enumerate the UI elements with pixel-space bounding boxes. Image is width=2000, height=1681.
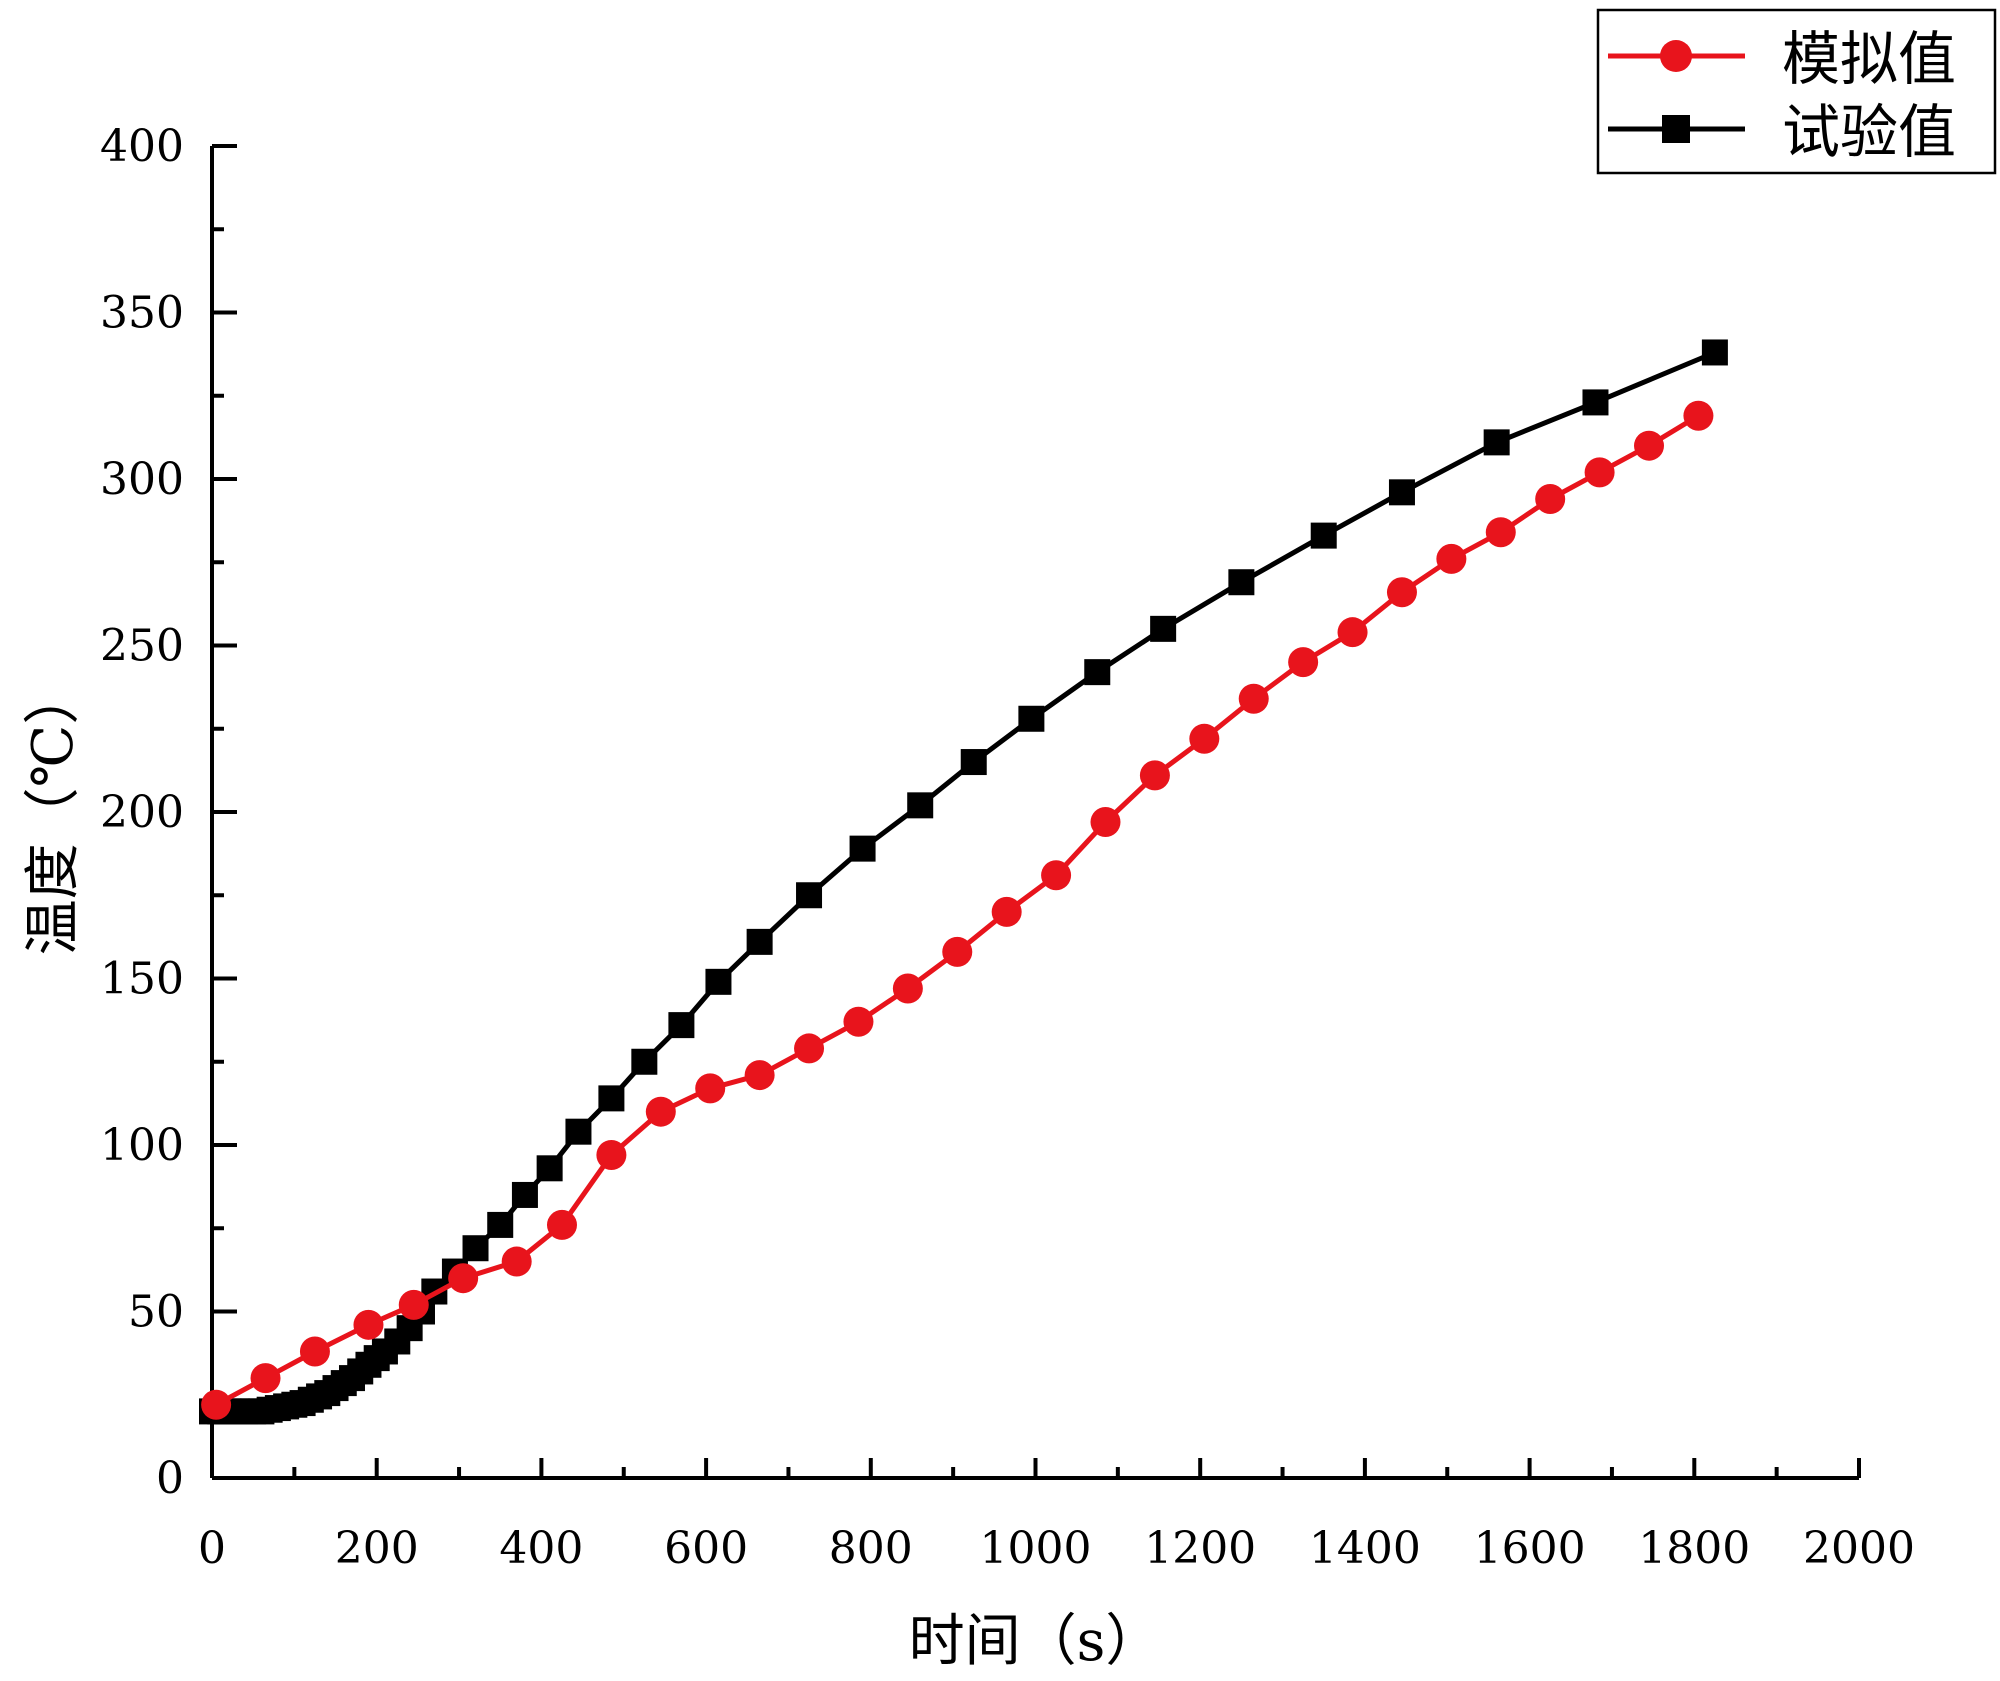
data-point bbox=[1701, 339, 1728, 366]
data-point bbox=[353, 1309, 384, 1340]
legend-marker-experimental bbox=[1662, 115, 1690, 143]
data-point bbox=[299, 1336, 330, 1367]
y-tick-label: 300 bbox=[100, 454, 184, 505]
data-point bbox=[991, 896, 1022, 927]
y-tick-label: 150 bbox=[100, 954, 184, 1005]
data-point bbox=[546, 1209, 577, 1240]
legend-label-experimental: 试验值 bbox=[1782, 98, 1956, 166]
data-point bbox=[1386, 577, 1417, 608]
y-axis-title: 温度（℃） bbox=[21, 669, 86, 956]
legend-label-simulated: 模拟值 bbox=[1782, 25, 1956, 93]
data-point bbox=[462, 1235, 489, 1262]
data-point bbox=[1018, 705, 1045, 732]
data-point bbox=[907, 792, 934, 819]
x-tick-label: 2000 bbox=[1803, 1523, 1915, 1574]
y-tick-label: 250 bbox=[100, 621, 184, 672]
legend: 模拟值 试验值 bbox=[1596, 8, 1997, 175]
data-point bbox=[942, 936, 973, 967]
data-point bbox=[960, 749, 987, 776]
data-point bbox=[1634, 430, 1665, 461]
x-tick-label: 1000 bbox=[980, 1523, 1092, 1574]
y-tick-label: 400 bbox=[100, 121, 184, 172]
series-simulated bbox=[201, 400, 1714, 1420]
legend-box bbox=[1596, 8, 1997, 175]
x-ticks: 0 200 400 600 800 1000 1200 1400 1600 1800 2000 bbox=[198, 1458, 1915, 1574]
data-point bbox=[511, 1181, 538, 1208]
data-point bbox=[796, 882, 823, 909]
data-point bbox=[1483, 429, 1510, 456]
series-line bbox=[214, 413, 1700, 1407]
series-line bbox=[212, 350, 1716, 1414]
x-tick-label: 0 bbox=[198, 1523, 226, 1574]
data-point bbox=[201, 1389, 232, 1420]
data-point bbox=[1485, 517, 1516, 548]
data-point bbox=[746, 928, 773, 955]
x-tick-label: 1800 bbox=[1638, 1523, 1750, 1574]
data-point bbox=[1310, 522, 1337, 549]
data-point bbox=[1683, 400, 1714, 431]
data-point bbox=[536, 1155, 563, 1182]
data-point bbox=[1139, 760, 1170, 791]
y-ticks: 0 50 100 150 200 250 300 350 400 bbox=[100, 121, 237, 1504]
data-point bbox=[843, 1006, 874, 1037]
data-point bbox=[1228, 569, 1255, 596]
data-point bbox=[1584, 457, 1615, 488]
y-tick-label: 350 bbox=[100, 288, 184, 339]
data-point bbox=[794, 1033, 825, 1064]
x-tick-label: 400 bbox=[499, 1523, 583, 1574]
data-point bbox=[487, 1211, 514, 1238]
data-point bbox=[1535, 483, 1566, 514]
data-point bbox=[695, 1073, 726, 1104]
y-tick-label: 0 bbox=[156, 1453, 184, 1504]
data-point bbox=[1041, 860, 1072, 891]
data-point bbox=[705, 968, 732, 995]
x-tick-label: 200 bbox=[335, 1523, 419, 1574]
y-tick-label: 50 bbox=[128, 1287, 184, 1338]
y-tick-label: 100 bbox=[100, 1120, 184, 1171]
data-point bbox=[1288, 647, 1319, 678]
x-tick-label: 600 bbox=[664, 1523, 748, 1574]
data-point bbox=[1150, 615, 1177, 642]
data-point bbox=[398, 1289, 429, 1320]
data-point bbox=[596, 1139, 627, 1170]
x-tick-label: 1600 bbox=[1474, 1523, 1586, 1574]
data-point bbox=[892, 973, 923, 1004]
data-point bbox=[1436, 543, 1467, 574]
x-tick-label: 800 bbox=[829, 1523, 913, 1574]
data-point bbox=[448, 1263, 479, 1294]
data-point bbox=[668, 1012, 695, 1039]
x-tick-label: 1400 bbox=[1309, 1523, 1421, 1574]
data-point bbox=[645, 1096, 676, 1127]
y-tick-label: 200 bbox=[100, 787, 184, 838]
data-point bbox=[1388, 479, 1415, 506]
data-point bbox=[1238, 683, 1269, 714]
data-point bbox=[744, 1060, 775, 1091]
data-point bbox=[1582, 389, 1609, 416]
data-point bbox=[565, 1118, 592, 1145]
data-point bbox=[1189, 723, 1220, 754]
data-point bbox=[631, 1048, 658, 1075]
data-point bbox=[849, 835, 876, 862]
data-point bbox=[250, 1363, 281, 1394]
legend-marker-simulated bbox=[1660, 40, 1692, 72]
x-axis-title: 时间（s） bbox=[909, 1609, 1162, 1674]
series-experimental bbox=[199, 339, 1728, 1425]
data-point bbox=[501, 1246, 532, 1277]
data-point bbox=[598, 1085, 625, 1112]
data-point bbox=[1084, 659, 1111, 686]
x-tick-label: 1200 bbox=[1144, 1523, 1256, 1574]
data-point bbox=[1337, 617, 1368, 648]
data-point bbox=[1090, 806, 1121, 837]
series-layer bbox=[199, 339, 1728, 1425]
